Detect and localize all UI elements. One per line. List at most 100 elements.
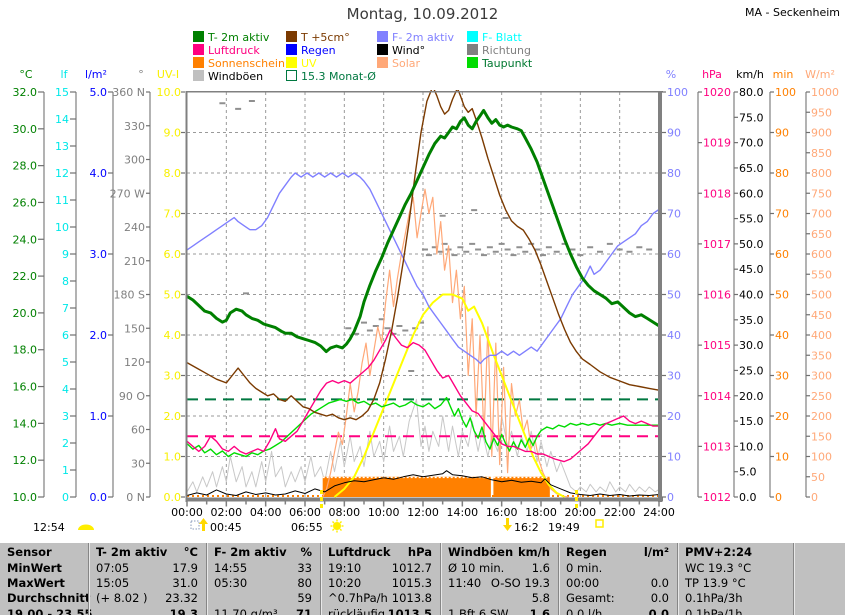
wind-direction-mark (345, 327, 352, 330)
wind-direction-mark (522, 250, 529, 253)
legend-swatch (467, 31, 478, 42)
axis-label: 5 (62, 356, 69, 369)
x-tick (304, 501, 306, 507)
axis-header-uvi: UV-I (157, 68, 179, 81)
legend-item-regen[interactable]: Regen (286, 44, 336, 57)
legend-item-windb-en[interactable]: Windböen (193, 70, 263, 83)
x-tick (559, 501, 562, 505)
cell-text: F- 2m aktiv (214, 545, 287, 559)
axis-label: 20 (775, 410, 789, 423)
axis-label: 12.0 (13, 454, 38, 467)
cell-text: Luftdruck (328, 545, 391, 559)
table-cell: 5.8 (441, 591, 559, 605)
legend-item-15-3-monat-[interactable]: 15.3 Monat-Ø (286, 70, 376, 83)
legend-item-t-2m-aktiv[interactable]: T- 2m aktiv (193, 31, 269, 44)
x-tick (618, 501, 621, 507)
wind-direction-mark (577, 254, 584, 257)
cell-text: Regen (566, 545, 607, 559)
weather-chart[interactable]: 00:00 02:00 04:00 06:00 08:00 10:00 12:00 14:00… (0, 0, 845, 543)
cell-text: PMV+2:24 (685, 545, 753, 559)
x-axis-label: 10:00 (368, 506, 400, 519)
legend-swatch (377, 57, 388, 68)
legend-item-richtung[interactable]: Richtung (467, 44, 531, 57)
legend-label: Wind° (392, 44, 426, 57)
wind-direction-mark (431, 246, 438, 249)
wind-direction-mark (248, 100, 255, 102)
axis-label: 550 (811, 268, 832, 281)
axis-deg: ° 360 N 330 300 270 W 240 210 180 S 150 120 90 O 60… (110, 68, 151, 504)
legend-swatch (193, 44, 204, 55)
cell-text: TP 13.9 °C (685, 576, 746, 590)
axis-label: 10 (667, 451, 681, 464)
legend-item-sonnenschein[interactable]: Sonnenschein (193, 57, 285, 70)
axis-label: 0.0 (739, 491, 757, 504)
wind-direction-mark (553, 250, 560, 253)
axis-label: 0 (811, 491, 818, 504)
stats-col: Windböen km/h Ø 10 min. 1.6 11:40 O-SO 19.3 5.… (440, 543, 559, 615)
axis-label: 30.0 (739, 339, 764, 352)
legend-item-uv[interactable]: UV (286, 57, 317, 70)
legend-item-luftdruck[interactable]: Luftdruck (193, 44, 260, 57)
axis-header-min: min (773, 68, 794, 81)
wind-direction-mark (384, 327, 391, 330)
axis-label: 600 (811, 248, 832, 261)
axis-label: 1013 (703, 440, 731, 453)
table-cell: 0 min. (559, 561, 678, 575)
legend-item-f-2m-aktiv[interactable]: F- 2m aktiv (377, 31, 454, 44)
wind-direction-mark (587, 246, 594, 249)
cell-value: 1015.3 (391, 576, 432, 590)
x-axis-label: 04:00 (250, 506, 282, 519)
table-cell: F- 2m aktiv% (207, 545, 321, 559)
wind-direction-mark (475, 248, 482, 251)
wind-direction-mark (471, 209, 478, 212)
table-cell: 0.1hPa/3h (678, 591, 794, 605)
axis-label: 100 (775, 86, 796, 99)
cell-value: 0.0 (650, 576, 669, 590)
axis-label: 30.0 (13, 123, 38, 136)
legend-item-t-5cm-[interactable]: T +5cm° (286, 31, 350, 44)
axis-label: 30 (775, 370, 789, 383)
cell-text: ^0.7hPa/h (328, 591, 388, 605)
axis-header-kmh: km/h (736, 68, 764, 81)
wind-direction-mark (235, 107, 242, 110)
axis-label: 1012 (703, 491, 731, 504)
table-cell: 14:55 33 (207, 561, 321, 575)
axis-label: 700 (811, 208, 832, 221)
axis-header-hpa: hPa (702, 68, 722, 81)
legend-item-solar[interactable]: Solar (377, 57, 420, 70)
axis-label: 28.0 (13, 160, 38, 173)
plot-area[interactable] (186, 87, 660, 498)
axis-label: 300 (811, 370, 832, 383)
legend-item-taupunkt[interactable]: Taupunkt (467, 57, 532, 70)
plot-border-top (185, 91, 663, 93)
wind-direction-mark (372, 325, 379, 327)
x-tick (264, 501, 267, 507)
x-tick (225, 501, 228, 507)
table-cell: 11.70 g/m³ 71 (207, 607, 321, 615)
wind-direction-mark (396, 325, 403, 327)
x-axis-label: 18:00 (525, 506, 557, 519)
legend-label: T +5cm° (301, 31, 350, 44)
axis-label: 20.0 (13, 307, 38, 320)
axis-label: 50 (811, 471, 825, 484)
x-axis-label: 06:00 (289, 506, 321, 519)
plot-border-left (185, 91, 188, 502)
axis-label: 50 (775, 289, 789, 302)
legend-item-wind-[interactable]: Wind° (377, 44, 426, 57)
series-t2m (186, 108, 660, 354)
x-tick (205, 501, 208, 505)
wind-direction-mark (502, 217, 509, 219)
wind-direction-mark (366, 329, 373, 332)
wind-direction-mark (486, 246, 493, 249)
table-cell: 1 Bft 6 SW 1.6 (441, 607, 559, 615)
gridlines (187, 92, 659, 497)
x-tick (520, 501, 523, 505)
cell-text: 07:05 (96, 561, 130, 575)
moonset-arrow-icon (503, 518, 512, 531)
table-cell: T- 2m aktiv °C (89, 545, 207, 559)
axis-label: 2.0 (90, 329, 108, 342)
axis-label: 120 (124, 356, 145, 369)
legend-item-f-blatt[interactable]: F- Blatt (467, 31, 522, 44)
cell-value: 19.3 (169, 607, 198, 615)
cell-text: 1 Bft 6 SW (448, 607, 509, 615)
